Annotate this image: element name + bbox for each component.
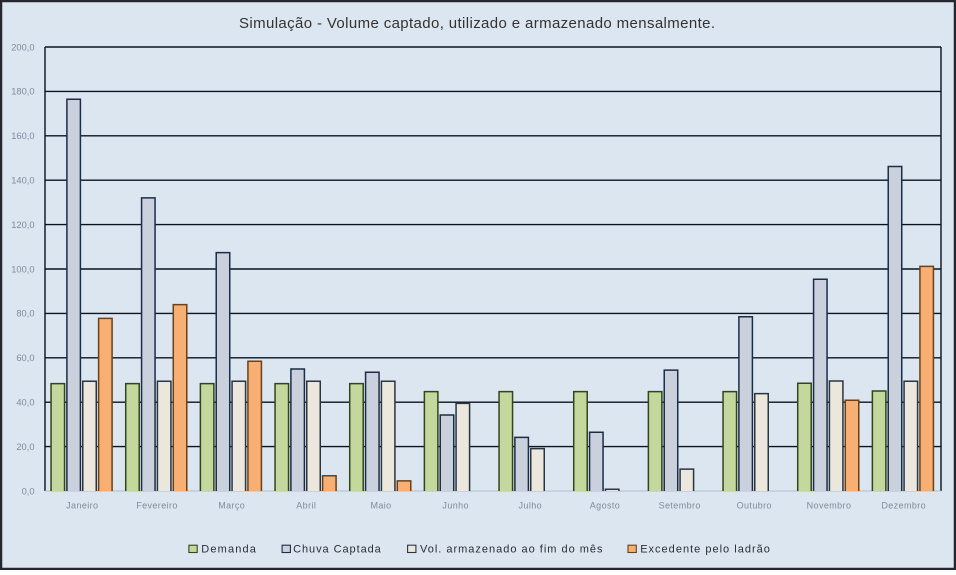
svg-text:80,0: 80,0	[16, 309, 34, 319]
svg-text:Junho: Junho	[442, 500, 469, 510]
svg-text:Demanda: Demanda	[201, 544, 256, 556]
svg-text:Agosto: Agosto	[590, 500, 620, 510]
svg-text:0,0: 0,0	[22, 486, 35, 496]
svg-text:60,0: 60,0	[16, 353, 34, 363]
svg-text:Julho: Julho	[519, 500, 543, 510]
svg-text:120,0: 120,0	[11, 220, 34, 230]
svg-text:Outubro: Outubro	[737, 500, 772, 510]
svg-text:Janeiro: Janeiro	[66, 500, 98, 510]
svg-text:Chuva Captada: Chuva Captada	[293, 544, 382, 556]
svg-text:Setembro: Setembro	[659, 500, 701, 510]
svg-text:160,0: 160,0	[11, 131, 34, 141]
svg-text:Excedente pelo ladrão: Excedente pelo ladrão	[640, 544, 770, 556]
svg-text:Dezembro: Dezembro	[881, 500, 926, 510]
svg-text:100,0: 100,0	[11, 264, 34, 274]
svg-text:20,0: 20,0	[16, 442, 34, 452]
svg-text:Março: Março	[218, 500, 245, 510]
svg-text:180,0: 180,0	[11, 87, 34, 97]
svg-text:140,0: 140,0	[11, 176, 34, 186]
svg-text:40,0: 40,0	[16, 398, 34, 408]
svg-text:Novembro: Novembro	[807, 500, 852, 510]
svg-text:200,0: 200,0	[11, 42, 34, 52]
svg-text:Simulação - Volume captado, ut: Simulação - Volume captado, utilizado e …	[239, 15, 715, 32]
svg-text:Abril: Abril	[296, 500, 316, 510]
svg-text:Maio: Maio	[370, 500, 391, 510]
svg-text:Fevereiro: Fevereiro	[136, 500, 178, 510]
svg-text:Vol. armazenado ao fim do mês: Vol. armazenado ao fim do mês	[420, 544, 603, 556]
